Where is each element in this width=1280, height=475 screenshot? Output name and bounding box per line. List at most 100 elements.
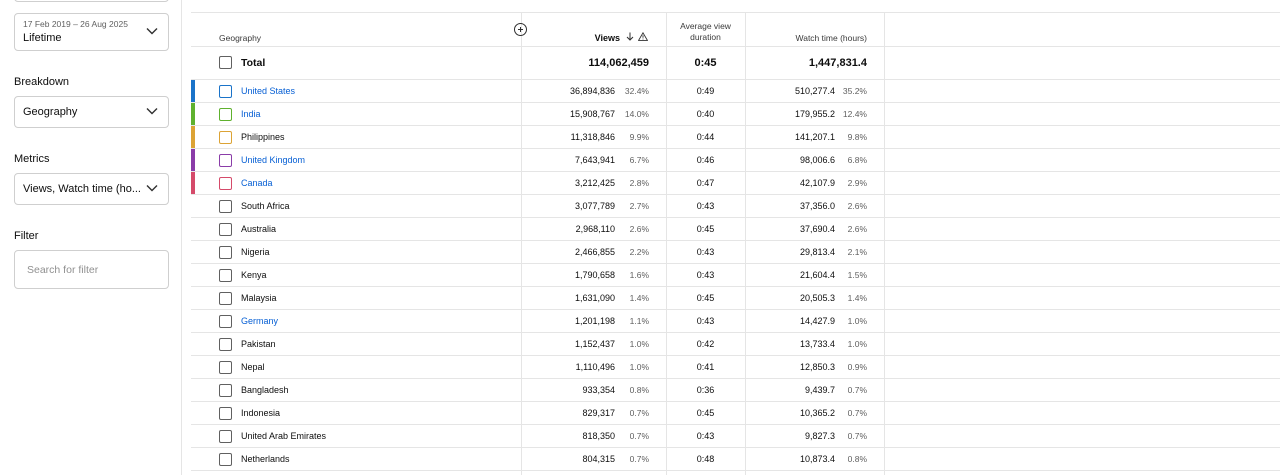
country-name[interactable]: India: [241, 109, 261, 119]
total-avg-view-duration: 0:45: [694, 57, 717, 69]
total-row: Total 114,062,459 0:45 1,447,831.4: [191, 47, 1280, 80]
series-color-bar: [191, 172, 195, 194]
cut-off-dropdown[interactable]: [14, 0, 169, 2]
filter-box: [14, 250, 169, 289]
views-percent: 2.2%: [629, 247, 649, 257]
row-checkbox[interactable]: [219, 292, 232, 305]
watch-time-percent: 2.6%: [847, 201, 867, 211]
watch-time-value: 12,850.3: [799, 362, 835, 372]
watch-time-value: 29,813.4: [799, 247, 835, 257]
country-name: Bangladesh: [241, 385, 289, 395]
total-checkbox[interactable]: [219, 56, 232, 69]
row-checkbox[interactable]: [219, 453, 232, 466]
row-checkbox[interactable]: [219, 269, 232, 282]
table-row: United States 36,894,836 32.4% 0:49 510,277.…: [191, 80, 1280, 103]
views-percent: 0.7%: [629, 431, 649, 441]
row-checkbox[interactable]: [219, 384, 232, 397]
country-name[interactable]: United Kingdom: [241, 155, 306, 165]
metrics-label: Metrics: [14, 153, 50, 165]
views-value: 3,077,789: [574, 201, 615, 211]
views-value: 1,631,090: [574, 293, 615, 303]
plus-circle-icon[interactable]: [514, 23, 527, 36]
header-average-view-duration[interactable]: Average view duration: [680, 21, 731, 42]
sidebar: 17 Feb 2019 – 26 Aug 2025 Lifetime Break…: [0, 0, 182, 475]
views-percent: 14.0%: [624, 109, 649, 119]
avg-view-duration-value: 0:43: [696, 431, 715, 441]
avg-view-duration-value: 0:45: [696, 224, 715, 234]
country-name[interactable]: United States: [241, 86, 296, 96]
table-row: Philippines 11,318,846 9.9% 0:44 141,207.1 9.…: [191, 126, 1280, 149]
table-row: Bangladesh 933,354 0.8% 0:36 9,439.7 0.7%: [191, 379, 1280, 402]
header-views[interactable]: Views: [521, 31, 666, 43]
country-name: Nigeria: [241, 247, 270, 257]
arrow-down-icon[interactable]: [626, 32, 634, 43]
watch-time-percent: 2.9%: [847, 178, 867, 188]
header-geography[interactable]: Geography: [219, 33, 262, 43]
watch-time-percent: 0.7%: [847, 385, 867, 395]
row-checkbox[interactable]: [219, 315, 232, 328]
total-views: 114,062,459: [588, 57, 649, 69]
row-checkbox[interactable]: [219, 200, 232, 213]
table-row: Pakistan 1,152,437 1.0% 0:42 13,733.4 1.0%: [191, 333, 1280, 356]
metrics-dropdown[interactable]: Views, Watch time (ho...: [14, 173, 169, 205]
row-checkbox[interactable]: [219, 154, 232, 167]
views-percent: 0.7%: [629, 454, 649, 464]
chevron-down-icon: [146, 184, 158, 192]
breakdown-label: Breakdown: [14, 76, 70, 88]
row-checkbox[interactable]: [219, 361, 232, 374]
series-color-bar: [191, 149, 195, 171]
views-percent: 2.8%: [629, 178, 649, 188]
date-range-value: Lifetime: [23, 32, 62, 44]
country-name[interactable]: Germany: [241, 316, 279, 326]
country-name: Nepal: [241, 362, 265, 372]
views-percent: 32.4%: [624, 86, 649, 96]
filter-label: Filter: [14, 230, 39, 242]
views-percent: 1.1%: [629, 316, 649, 326]
table-row: Malaysia 1,631,090 1.4% 0:45 20,505.3 1.4%: [191, 287, 1280, 310]
views-value: 11,318,846: [570, 132, 615, 142]
row-checkbox[interactable]: [219, 430, 232, 443]
country-name: Pakistan: [241, 339, 276, 349]
filter-search-input[interactable]: [15, 251, 168, 288]
warning-triangle-icon[interactable]: [637, 31, 649, 43]
avg-view-duration-value: 0:45: [696, 408, 715, 418]
watch-time-value: 20,505.3: [799, 293, 835, 303]
country-name: Kenya: [241, 270, 267, 280]
views-value: 2,968,110: [575, 224, 615, 234]
row-checkbox[interactable]: [219, 108, 232, 121]
watch-time-percent: 2.1%: [847, 247, 867, 257]
header-watch-time[interactable]: Watch time (hours): [795, 33, 867, 43]
watch-time-value: 10,365.2: [799, 408, 835, 418]
breakdown-dropdown[interactable]: Geography: [14, 96, 169, 128]
row-checkbox[interactable]: [219, 131, 232, 144]
total-label: Total: [241, 57, 266, 69]
row-checkbox[interactable]: [219, 85, 232, 98]
row-checkbox[interactable]: [219, 338, 232, 351]
views-percent: 9.9%: [629, 132, 649, 142]
watch-time-value: 179,955.2: [794, 109, 835, 119]
watch-time-percent: 0.9%: [847, 362, 867, 372]
geography-table: Geography Views Average view duration Wa…: [191, 12, 1280, 475]
views-value: 1,790,658: [574, 270, 615, 280]
table-row: India 15,908,767 14.0% 0:40 179,955.2 12.4%: [191, 103, 1280, 126]
date-range-dropdown[interactable]: 17 Feb 2019 – 26 Aug 2025 Lifetime: [14, 13, 169, 51]
total-watch-time: 1,447,831.4: [808, 57, 867, 69]
avg-view-duration-value: 0:47: [696, 178, 715, 188]
watch-time-value: 37,690.4: [799, 224, 835, 234]
table-row: Nepal 1,110,496 1.0% 0:41 12,850.3 0.9%: [191, 356, 1280, 379]
watch-time-percent: 1.0%: [847, 339, 867, 349]
avg-view-duration-value: 0:45: [696, 293, 715, 303]
row-checkbox[interactable]: [219, 223, 232, 236]
avg-view-duration-value: 0:41: [696, 362, 715, 372]
row-checkbox[interactable]: [219, 407, 232, 420]
country-name[interactable]: Canada: [241, 178, 273, 188]
row-checkbox[interactable]: [219, 246, 232, 259]
watch-time-value: 42,107.9: [799, 178, 835, 188]
table-row: Nigeria 2,466,855 2.2% 0:43 29,813.4 2.1%: [191, 241, 1280, 264]
table-body: United States 36,894,836 32.4% 0:49 510,277.…: [191, 80, 1280, 471]
views-value: 3,212,425: [574, 178, 615, 188]
date-range-text: 17 Feb 2019 – 26 Aug 2025: [23, 19, 128, 29]
series-color-bar: [191, 80, 195, 102]
row-checkbox[interactable]: [219, 177, 232, 190]
metrics-value: Views, Watch time (ho...: [23, 183, 141, 195]
